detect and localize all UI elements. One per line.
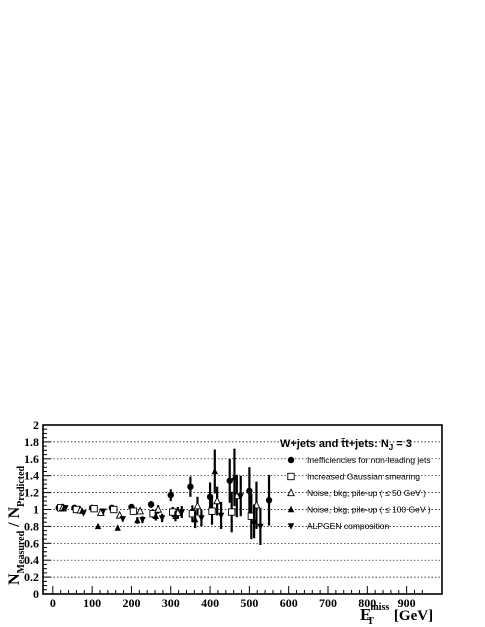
data-point	[136, 506, 145, 515]
data-point	[231, 473, 238, 481]
data-point	[110, 505, 118, 514]
legend: W+jets and t̄t+jets: NJ = 3 Inefficienci…	[280, 438, 431, 531]
data-point	[119, 516, 126, 523]
data-point	[134, 516, 141, 524]
data-point	[94, 522, 102, 530]
data-point	[226, 477, 233, 484]
y-tick-label: 0.8	[24, 519, 39, 533]
x-tick-label: 900	[398, 596, 416, 610]
data-point	[193, 501, 202, 510]
data-point	[191, 515, 199, 523]
data-point	[237, 493, 244, 500]
x-tick-label: 700	[319, 596, 337, 610]
data-point	[228, 508, 236, 516]
data-point	[246, 487, 253, 495]
data-point	[99, 508, 107, 515]
series-3	[60, 448, 258, 539]
x-tick-label: 200	[122, 596, 140, 610]
series-4	[62, 475, 264, 545]
data-point	[217, 512, 225, 520]
legend-marker	[287, 488, 295, 497]
x-axis-title: Emiss T [GeV]	[360, 602, 433, 627]
data-point	[147, 501, 155, 508]
data-point	[62, 505, 69, 512]
legend-title: W+jets and t̄t+jets: NJ = 3	[280, 438, 412, 452]
legend-label: Inefficiencies for non-leading jets	[307, 455, 431, 465]
y-tick-label: 2	[33, 418, 39, 432]
data-point	[152, 512, 160, 519]
data-point	[139, 516, 146, 524]
x-tick-label: 100	[83, 596, 101, 610]
data-point	[187, 483, 194, 490]
data-point	[211, 467, 218, 475]
x-tick-label: 400	[201, 596, 219, 610]
legend-label: ALPGEN composition	[307, 521, 389, 531]
data-point	[158, 515, 166, 522]
y-tick-label: 1.4	[24, 469, 39, 483]
x-tick-labels: 0 100 200 300 400 500 600 700 800 900	[50, 596, 416, 610]
y-tick-label: 0	[33, 587, 39, 601]
y-tick-label: 1.8	[24, 435, 39, 449]
y-tick-label: 0.4	[24, 553, 39, 567]
legend-label: Noise, bkg, pile-up ( ≤ 100 GeV )	[307, 505, 431, 515]
y-axis-title: NMeasured / NPredicted	[6, 465, 27, 585]
axis-ticks	[43, 424, 423, 595]
legend-label: Increased Gaussian smearing	[307, 472, 420, 482]
y-tick-label: 0.6	[24, 536, 39, 550]
y-tick-label: 0.2	[24, 570, 39, 584]
data-point	[257, 523, 264, 531]
series-2	[58, 474, 261, 529]
x-tick-label: 800	[358, 596, 376, 610]
x-tick-label: 500	[240, 596, 258, 610]
data-point	[250, 517, 258, 525]
data-point	[129, 507, 138, 515]
data-series	[55, 448, 273, 545]
y-tick-label: 1.2	[24, 486, 39, 500]
data-point	[80, 510, 87, 517]
x-tick-label: 0	[50, 596, 56, 610]
data-point	[208, 507, 216, 515]
legend-label: Noise, bkg, pile-up ( ≤ 50 GeV )	[307, 488, 426, 498]
x-tick-label: 600	[280, 596, 298, 610]
legend-marker	[287, 523, 295, 530]
y-tick-label: 1	[33, 503, 39, 517]
data-point	[178, 509, 185, 516]
data-point	[265, 497, 273, 504]
y-tick-labels: 0 0.2 0.4 0.6 0.8 1 1.2 1.4 1.6 1.8 2	[24, 418, 39, 601]
data-point	[154, 504, 163, 513]
legend-marker	[287, 505, 295, 513]
x-tick-label: 300	[162, 596, 180, 610]
data-point	[90, 505, 98, 513]
data-point	[172, 512, 179, 519]
y-tick-label: 1.6	[24, 452, 39, 466]
legend-marker	[287, 456, 295, 464]
data-point	[198, 515, 205, 522]
data-point	[114, 524, 121, 531]
legend-marker	[287, 472, 295, 481]
data-point	[167, 491, 174, 499]
data-point	[213, 496, 222, 505]
